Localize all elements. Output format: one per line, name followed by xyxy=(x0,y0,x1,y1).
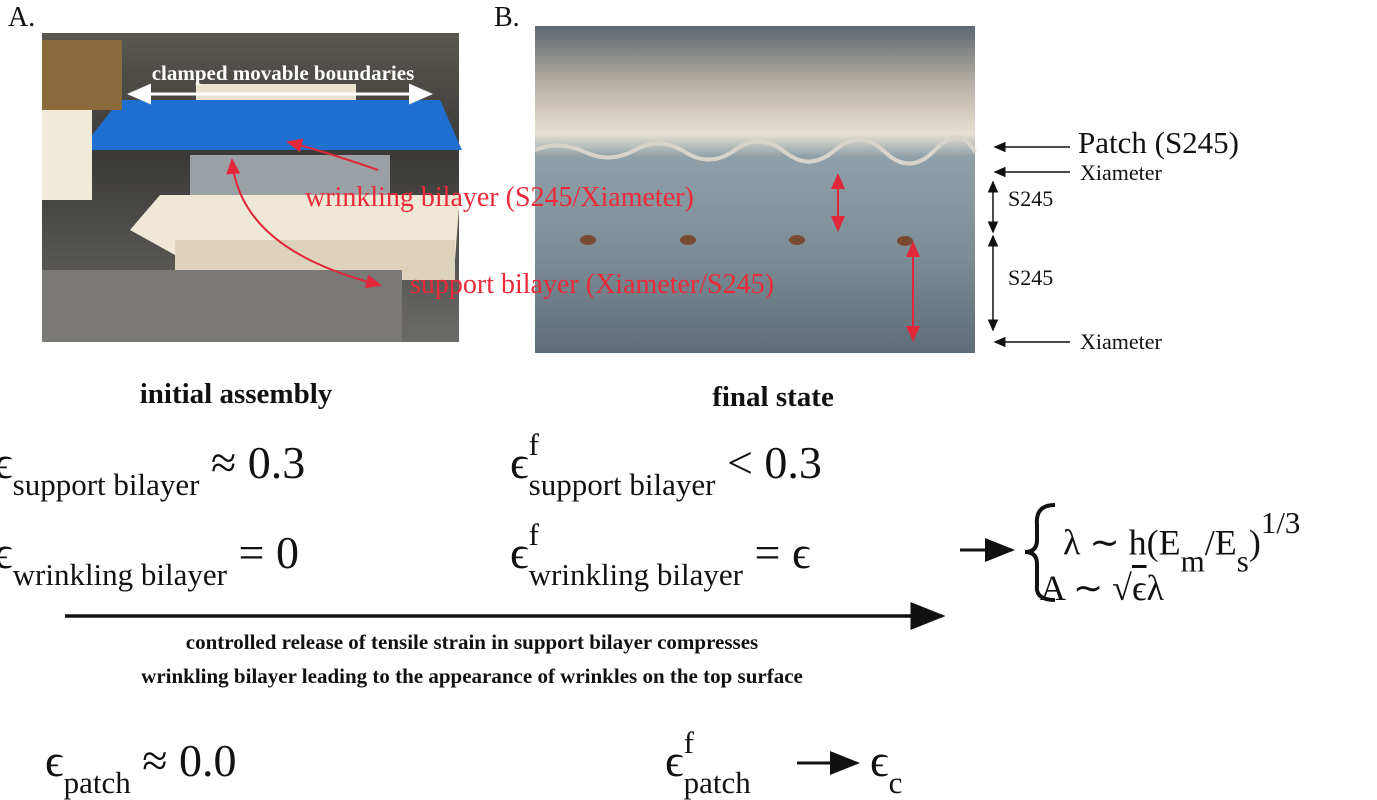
subscript: support bilayer xyxy=(529,467,716,502)
math-text: ϵ xyxy=(510,527,529,578)
math-text: ϵ xyxy=(0,527,13,578)
note-line: controlled release of tensile strain in … xyxy=(186,632,758,653)
superscript: f xyxy=(684,727,694,758)
layer-label: S245 xyxy=(1008,188,1053,210)
superscript: f xyxy=(529,429,539,460)
subscript: wrinkling bilayer xyxy=(13,557,227,592)
annotation: wrinkling bilayer (S245/Xiameter) xyxy=(305,184,694,212)
subscript: c xyxy=(889,765,903,800)
math-text: ϵ xyxy=(510,437,529,488)
brace-line: A ∼ √ϵλ xyxy=(1040,570,1164,606)
layer-label: Patch (S245) xyxy=(1078,127,1239,158)
math-text: /E xyxy=(1205,523,1237,563)
figure: { "panels": [ {"label": "A.", "caption":… xyxy=(0,0,1377,792)
panel-label: A. xyxy=(8,4,35,32)
note-line: wrinkling bilayer leading to the appeara… xyxy=(141,666,803,687)
layer-arrows xyxy=(993,147,1070,342)
equation: ϵpatch ≈ 0.0 xyxy=(45,738,237,798)
layer-label: Xiameter xyxy=(1080,162,1162,184)
subscript: m xyxy=(1181,544,1205,579)
math-text: ϵ xyxy=(665,735,684,786)
subscript: s xyxy=(1237,544,1249,579)
brace-line: λ ∼ h(Em/Es)1/3 xyxy=(1063,507,1300,577)
annotation: support bilayer (Xiameter/S245) xyxy=(410,271,774,299)
panel-caption: initial assembly xyxy=(140,380,333,409)
math-text: λ ∼ h(E xyxy=(1063,523,1181,563)
equation: ϵwrinkling bilayer = 0 xyxy=(0,530,299,590)
layer-label: S245 xyxy=(1008,267,1053,289)
math-text: ≈ 0.0 xyxy=(131,735,237,786)
equation: ϵsupport bilayer ≈ 0.3 xyxy=(0,440,305,500)
superscript: f xyxy=(529,519,539,550)
subscript: wrinkling bilayer xyxy=(529,557,743,592)
subscript: support bilayer xyxy=(13,467,200,502)
math-text: < 0.3 xyxy=(715,437,821,488)
panel-caption: final state xyxy=(712,383,834,412)
math-text: ϵ xyxy=(0,437,13,488)
math-text: = ϵ xyxy=(743,527,811,578)
subscript: patch xyxy=(64,765,131,800)
math-text: λ xyxy=(1147,568,1164,608)
math-text: ϵ xyxy=(45,735,64,786)
panel-label: B. xyxy=(494,4,520,32)
math-text: A ∼ √ xyxy=(1040,568,1132,608)
radicand: ϵ xyxy=(1132,568,1147,608)
annotation: clamped movable boundaries xyxy=(152,63,415,84)
layer-label: Xiameter xyxy=(1080,331,1162,353)
math-text: ) xyxy=(1249,523,1261,563)
math-text: ≈ 0.3 xyxy=(199,437,305,488)
equation: ϵc xyxy=(870,738,902,798)
superscript: 1/3 xyxy=(1261,505,1301,540)
math-text: = 0 xyxy=(227,527,299,578)
math-text: ϵ xyxy=(870,735,889,786)
subscript: patch xyxy=(684,765,751,800)
